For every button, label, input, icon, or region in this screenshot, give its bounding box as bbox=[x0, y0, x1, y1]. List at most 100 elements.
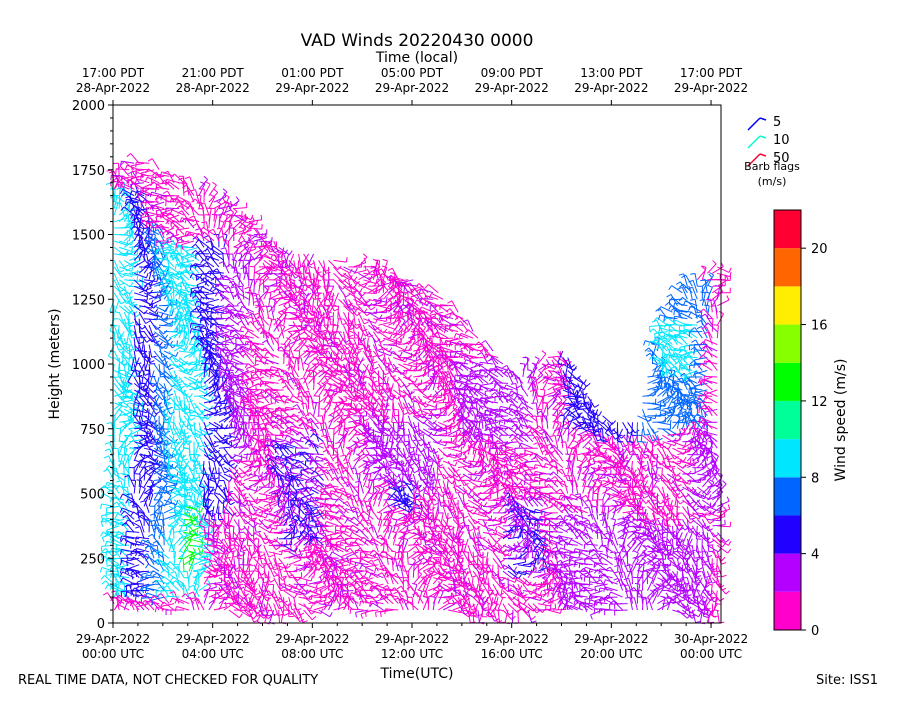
wind-barb bbox=[124, 474, 125, 487]
wind-barb bbox=[136, 169, 149, 170]
wind-barb-flag bbox=[193, 224, 197, 227]
wind-barb-flag bbox=[120, 189, 122, 193]
wind-barb-flag bbox=[187, 429, 192, 430]
wind-barb-flag bbox=[225, 287, 230, 289]
wind-barb-flag bbox=[171, 572, 176, 573]
wind-barb bbox=[154, 338, 162, 349]
top-axis-label: Time (local) bbox=[375, 50, 458, 66]
wind-barb-flag bbox=[246, 313, 251, 314]
wind-barb-flag bbox=[106, 560, 107, 565]
wind-barb-flag bbox=[215, 278, 216, 283]
wind-barb-flag bbox=[146, 273, 148, 278]
wind-barb bbox=[189, 364, 202, 365]
wind-barb-flag bbox=[133, 202, 138, 203]
wind-barb-flag bbox=[145, 601, 146, 606]
wind-barb-flag bbox=[158, 513, 163, 514]
wind-barb-flag bbox=[281, 411, 282, 416]
wind-barb-flag bbox=[102, 581, 106, 584]
wind-barb bbox=[304, 584, 316, 588]
wind-barb bbox=[174, 592, 179, 604]
wind-barb bbox=[126, 531, 139, 532]
wind-barb bbox=[259, 494, 272, 497]
wind-barb-flag bbox=[224, 471, 229, 473]
wind-barb bbox=[260, 316, 269, 325]
wind-barb-flag bbox=[235, 369, 238, 373]
wind-barb-flag bbox=[135, 179, 137, 184]
wind-barb-flag bbox=[164, 586, 168, 588]
wind-barb-flag bbox=[181, 319, 186, 320]
wind-barb-flag bbox=[282, 386, 286, 389]
wind-barb-flag bbox=[186, 301, 187, 306]
wind-barb-flag bbox=[157, 525, 162, 526]
wind-barb bbox=[204, 184, 210, 196]
wind-barb bbox=[298, 358, 299, 371]
wind-barb bbox=[189, 403, 190, 416]
wind-barb-flag bbox=[158, 519, 163, 520]
wind-barb-flag bbox=[160, 270, 161, 275]
wind-barb-flag bbox=[311, 576, 312, 581]
wind-barb-flag bbox=[285, 462, 287, 467]
wind-barb-flag bbox=[154, 336, 159, 338]
wind-barb bbox=[259, 500, 272, 503]
wind-barb bbox=[149, 371, 150, 384]
wind-barb-flag bbox=[120, 536, 121, 541]
wind-barb-flag bbox=[152, 451, 153, 456]
wind-barb bbox=[233, 526, 234, 539]
wind-barb-flag bbox=[181, 422, 186, 423]
wind-barb-flag bbox=[266, 610, 271, 611]
wind-barb-flag bbox=[251, 373, 252, 378]
wind-barb bbox=[209, 513, 210, 526]
wind-barb bbox=[244, 476, 256, 481]
wind-barb-flag bbox=[183, 459, 188, 461]
wind-barb-flag bbox=[127, 154, 131, 157]
wind-barb-flag bbox=[181, 237, 182, 242]
wind-barb-flag bbox=[151, 178, 152, 183]
wind-barb bbox=[189, 422, 193, 434]
wind-barb bbox=[223, 500, 224, 513]
wind-barb-flag bbox=[191, 418, 195, 421]
wind-barb-flag bbox=[303, 621, 308, 623]
wind-barb bbox=[129, 345, 130, 358]
wind-barb-flag bbox=[201, 508, 203, 512]
wind-barb-flag bbox=[106, 565, 111, 566]
wind-barb bbox=[139, 338, 140, 351]
wind-barb-flag bbox=[231, 287, 236, 288]
wind-barb-flag bbox=[190, 216, 195, 218]
wind-barb bbox=[198, 571, 199, 584]
wind-barb-flag bbox=[141, 598, 142, 603]
wind-barb-flag bbox=[241, 506, 246, 507]
wind-barb bbox=[304, 610, 313, 620]
wind-barb-flag bbox=[262, 340, 266, 343]
wind-barb-flag bbox=[223, 214, 228, 215]
wind-barb-flag bbox=[170, 198, 172, 203]
wind-barb-flag bbox=[150, 290, 153, 294]
wind-barb-flag bbox=[164, 249, 169, 251]
wind-barb-flag bbox=[262, 418, 266, 421]
wind-barb-flag bbox=[192, 332, 197, 333]
wind-barb bbox=[145, 501, 149, 513]
wind-barb-flag bbox=[221, 248, 226, 249]
wind-barb bbox=[141, 577, 154, 578]
wind-barb-flag bbox=[131, 184, 132, 189]
wind-barb-flag bbox=[280, 590, 285, 591]
wind-barb bbox=[289, 560, 301, 565]
wind-barb-flag bbox=[206, 182, 211, 184]
wind-barb bbox=[299, 578, 312, 581]
wind-barb-flag bbox=[185, 177, 190, 179]
wind-barb-flag bbox=[253, 435, 258, 436]
wind-barb-flag bbox=[159, 407, 164, 409]
wind-barb bbox=[119, 280, 130, 287]
wind-barb-flag bbox=[215, 309, 216, 314]
wind-barb-flag bbox=[271, 398, 272, 403]
wind-barb-flag bbox=[119, 283, 124, 285]
wind-barb bbox=[179, 396, 182, 409]
wind-barb-flag bbox=[277, 563, 282, 564]
wind-barb-flag bbox=[170, 598, 172, 603]
wind-barb-flag bbox=[264, 248, 268, 252]
wind-barb-flag bbox=[155, 174, 156, 179]
wind-barb-flag bbox=[257, 327, 261, 330]
wind-barb-flag bbox=[127, 555, 128, 560]
wind-barb-flag bbox=[242, 475, 246, 478]
wind-barb-flag bbox=[231, 201, 232, 206]
wind-barb bbox=[239, 584, 245, 596]
